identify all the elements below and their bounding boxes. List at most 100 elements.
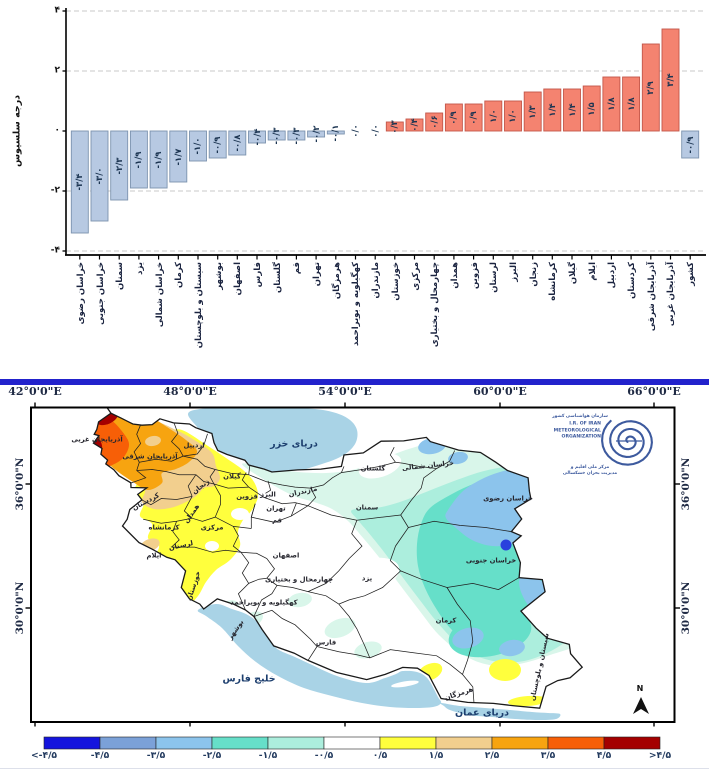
qeshm-island bbox=[391, 680, 419, 688]
category-label-17: مرکزی bbox=[410, 262, 421, 291]
bar-1 bbox=[90, 130, 109, 222]
boundary-eaz-ard bbox=[170, 422, 184, 457]
boundary-gol-sem bbox=[341, 461, 396, 473]
logo-persian-bottom-1: مدیریت بحران خشکسالی bbox=[562, 470, 618, 476]
contour-yellow-sistan bbox=[489, 659, 521, 681]
bar-value-label-16: ۰/۳ bbox=[390, 119, 401, 134]
y-tick-marks bbox=[62, 10, 66, 252]
contour-white-yazd bbox=[340, 557, 400, 593]
bar-20 bbox=[464, 103, 483, 132]
lat-label-left-0: 36°0'0"N bbox=[13, 457, 26, 511]
contour-steel-dot-sistan bbox=[555, 591, 565, 599]
bar-27 bbox=[602, 76, 621, 132]
bar-value-label-8: -۰/۸ bbox=[232, 134, 243, 152]
bar-25 bbox=[563, 88, 581, 132]
boundary-skh-s bbox=[400, 570, 520, 590]
boundary-khz-e bbox=[237, 552, 250, 611]
colorbar-label-0: <-۴/۵ bbox=[30, 749, 58, 761]
contour-white-hole2 bbox=[205, 541, 219, 551]
bar-7 bbox=[208, 130, 227, 159]
bar-21 bbox=[484, 100, 503, 132]
boundary-maz-gol bbox=[341, 466, 345, 473]
colorbar-label-7: ۱/۵ bbox=[428, 749, 444, 761]
bar-4 bbox=[149, 130, 168, 189]
category-label-15: مازندران bbox=[370, 262, 381, 299]
bar-value-label-26: ۱/۵ bbox=[586, 101, 597, 116]
colorbar bbox=[43, 736, 661, 750]
province-label-19: سمنان bbox=[355, 503, 379, 512]
boundary-eaz-zan bbox=[139, 455, 184, 463]
bar-value-label-4: -۱/۹ bbox=[153, 150, 164, 169]
boundary-ard-gil bbox=[183, 433, 208, 457]
category-label-10: گلستان bbox=[272, 262, 283, 293]
y-tick-label-3: -۲ bbox=[50, 185, 60, 196]
category-label-28: کردستان bbox=[626, 262, 637, 299]
bar-value-label-9: -۰/۴ bbox=[252, 128, 263, 146]
irimo-logo-spiral bbox=[601, 419, 653, 466]
boundary-gol-nkh bbox=[389, 447, 396, 463]
category-label-3: یزد bbox=[134, 262, 145, 275]
bar-28 bbox=[622, 76, 641, 132]
bar-value-label-0: -۳/۴ bbox=[75, 173, 86, 191]
colorbar-label-6: ۰/۵ bbox=[372, 749, 388, 761]
y-tick-label-4: -۴ bbox=[50, 245, 60, 256]
bar-17 bbox=[405, 118, 424, 132]
colorbar-cell-4 bbox=[267, 736, 325, 750]
lon-label-0: 42°0'0"E bbox=[8, 384, 62, 398]
lon-label-3: 60°0'0"E bbox=[473, 384, 527, 398]
y-tick-label-1: ۲ bbox=[54, 65, 61, 76]
province-label-2: اردبیل bbox=[183, 441, 205, 450]
category-label-0: خراسان رضوی bbox=[75, 262, 86, 325]
province-label-9: قم bbox=[272, 516, 282, 525]
bar-value-label-12: -۰/۲ bbox=[311, 125, 322, 143]
map-canvas bbox=[25, 402, 680, 750]
boundary-chb-e bbox=[240, 551, 275, 579]
colorbar-cell-3 bbox=[211, 736, 269, 750]
province-label-21: خراسان جنوبی bbox=[465, 556, 517, 565]
category-label-5: کرمان bbox=[174, 262, 185, 288]
boundary-ilm-e bbox=[171, 521, 180, 548]
province-label-24: چهارمحال و بختیاری bbox=[264, 575, 334, 584]
category-label-12: تهران bbox=[311, 262, 322, 287]
bar-value-label-28: ۱/۸ bbox=[626, 97, 637, 111]
boundary-isf-n bbox=[291, 505, 309, 517]
bar-value-label-20: ۰/۹ bbox=[468, 110, 479, 125]
boundary-waz-kur bbox=[130, 470, 147, 484]
bar-value-label-22: ۱/۰ bbox=[508, 109, 519, 123]
persian-gulf bbox=[197, 603, 442, 708]
bar-29 bbox=[641, 43, 660, 132]
bar-value-label-21: ۱/۰ bbox=[488, 109, 499, 123]
sea-label-1: خلیج فارس bbox=[222, 673, 276, 685]
contour-white-hole1 bbox=[231, 508, 249, 520]
category-label-2: سمنان bbox=[114, 262, 125, 290]
colorbar-label-11: >۴/۵ bbox=[648, 749, 672, 761]
y-tick-label-0: ۴ bbox=[54, 5, 61, 16]
oman-sea bbox=[440, 703, 561, 720]
category-label-18: چهارمحال و بختیاری bbox=[429, 262, 440, 348]
boundary-ham-s bbox=[191, 516, 216, 522]
boundary-yzd-s bbox=[338, 570, 401, 605]
category-label-21: لرستان bbox=[489, 262, 500, 293]
colorbar-cell-10 bbox=[603, 736, 661, 750]
colorbar-label-9: ۳/۵ bbox=[540, 749, 556, 761]
boundary-nkh-rkh bbox=[436, 450, 456, 469]
boundary-kur-e bbox=[187, 474, 197, 497]
boundary-sem-teh bbox=[307, 487, 317, 506]
bar-value-label-27: ۱/۸ bbox=[606, 97, 617, 111]
colorbar-cell-2 bbox=[155, 736, 213, 750]
sea-label-2: دریای عمان bbox=[454, 707, 510, 719]
category-ticks bbox=[79, 255, 691, 260]
lon-label-2: 54°0'0"E bbox=[318, 384, 372, 398]
bar-value-label-24: ۱/۴ bbox=[547, 103, 558, 117]
province-label-0: آذربایجان غربی bbox=[71, 435, 123, 444]
boundary-gil-maz bbox=[248, 465, 251, 475]
category-label-19: همدان bbox=[449, 262, 460, 289]
category-label-24: کرمانشاه bbox=[548, 262, 559, 301]
category-label-26: ایلام bbox=[587, 262, 598, 281]
category-label-1: خراسان جنوبی bbox=[95, 262, 106, 325]
separator-line bbox=[0, 379, 709, 385]
boundary-yzd-e bbox=[389, 514, 409, 572]
colorbar-cell-1 bbox=[99, 736, 157, 750]
contour-royal-dot bbox=[500, 539, 512, 551]
lat-label-right-0: 36°0'0"N bbox=[679, 457, 692, 511]
